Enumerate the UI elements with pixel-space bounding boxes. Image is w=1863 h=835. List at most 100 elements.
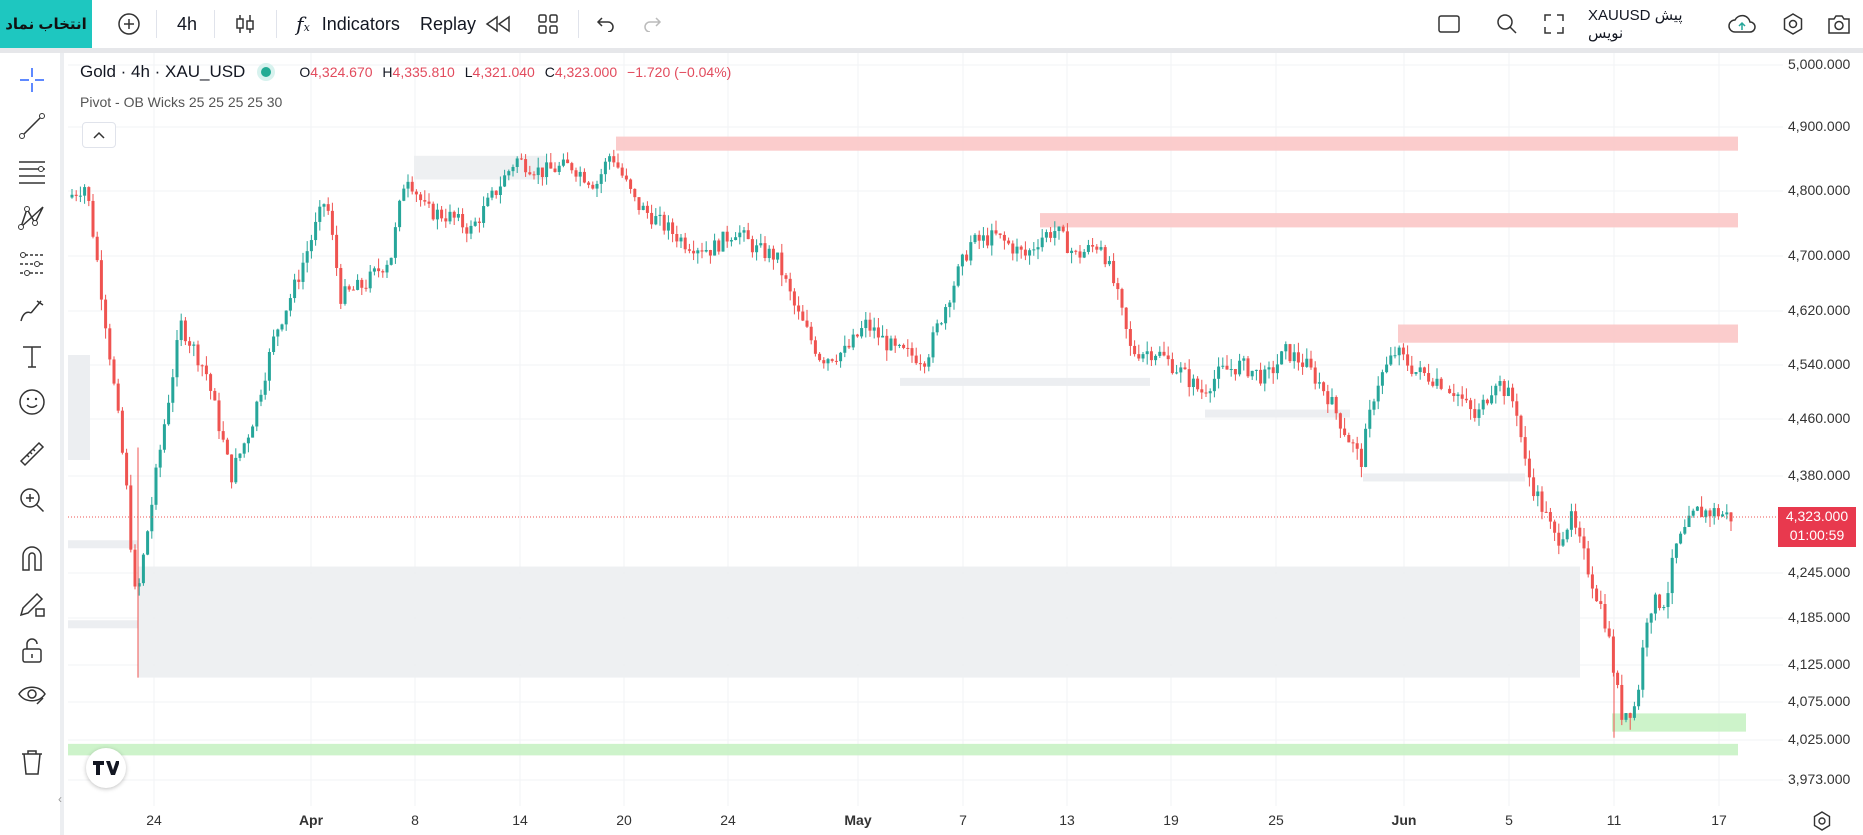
candle-body xyxy=(1107,260,1111,265)
candle-body xyxy=(763,243,767,259)
candle-body xyxy=(1099,247,1103,250)
candle-body xyxy=(423,200,427,202)
brush-tool[interactable] xyxy=(10,291,54,329)
text-tool[interactable] xyxy=(10,337,54,375)
candle-body xyxy=(141,554,145,584)
cloud-upload-icon xyxy=(1728,14,1756,33)
candle-body xyxy=(1490,395,1494,404)
redo-button[interactable] xyxy=(640,0,664,48)
candle-body xyxy=(1380,372,1384,386)
crosshair-tool[interactable] xyxy=(10,61,54,99)
chart-type-button[interactable] xyxy=(228,0,262,48)
candle-body xyxy=(330,210,334,235)
candle-body xyxy=(864,319,868,329)
market-status-dot[interactable] xyxy=(261,67,272,77)
remove-drawings-tool[interactable] xyxy=(10,743,54,781)
candle-body xyxy=(1359,448,1363,467)
lock-drawings-tool[interactable] xyxy=(10,631,54,669)
zone-demand xyxy=(1612,713,1746,732)
candle-body xyxy=(876,327,880,338)
save-cloud-button[interactable] xyxy=(1726,0,1758,48)
settings-button[interactable] xyxy=(1778,0,1808,48)
candle-body xyxy=(675,233,679,242)
time-axis[interactable] xyxy=(68,806,1863,835)
candle-body xyxy=(1196,378,1200,390)
candle-body xyxy=(839,352,843,362)
candle-body xyxy=(1494,385,1498,396)
undo-button[interactable] xyxy=(594,0,618,48)
replay-button[interactable]: Replay xyxy=(418,0,514,48)
zone-orderblock xyxy=(1363,473,1525,482)
price-axis[interactable] xyxy=(1783,53,1863,806)
layout-name-button[interactable]: XAUUSD پیش نویس xyxy=(1588,7,1683,42)
candle-body xyxy=(1141,354,1145,359)
quick-search-button[interactable] xyxy=(1494,0,1520,48)
expand-button[interactable] xyxy=(1541,0,1567,48)
prediction-tool[interactable] xyxy=(10,245,54,283)
candle-body xyxy=(1632,706,1636,718)
chart-pane[interactable] xyxy=(68,53,1783,806)
pencil-lock-icon xyxy=(19,592,45,617)
measure-tool[interactable] xyxy=(10,435,54,473)
candle-body xyxy=(1154,355,1158,361)
trend-line-tool[interactable] xyxy=(10,107,54,145)
zone-orderblock xyxy=(68,620,138,629)
fib-tool[interactable] xyxy=(10,153,54,191)
candle-body xyxy=(561,159,565,166)
magnet-tool[interactable] xyxy=(10,539,54,577)
fullscreen-toggle-button[interactable] xyxy=(1436,0,1462,48)
indicators-button[interactable]: fx Indicators xyxy=(292,0,404,48)
interval-button[interactable]: 4h xyxy=(176,13,198,34)
price-tick-label: 4,540.000 xyxy=(1788,356,1851,372)
zoom-in-icon xyxy=(20,488,45,513)
candle-body xyxy=(372,268,376,272)
candle-body xyxy=(343,286,347,304)
candle-body xyxy=(1574,511,1578,528)
candle-body xyxy=(1229,369,1233,371)
time-tick-label: 8 xyxy=(411,812,419,828)
candle-body xyxy=(246,437,250,444)
candlestick-chart[interactable] xyxy=(68,53,1783,806)
zoom-tool[interactable] xyxy=(10,481,54,519)
candle-body xyxy=(196,344,200,366)
candle-body xyxy=(591,184,595,189)
pattern-tool[interactable] xyxy=(10,199,54,237)
candle-body xyxy=(1410,365,1414,374)
candle-body xyxy=(314,221,318,241)
candle-body xyxy=(1120,289,1124,308)
candle-body xyxy=(1607,628,1611,637)
layouts-button[interactable] xyxy=(534,0,562,48)
candle-body xyxy=(1637,689,1641,707)
stay-in-drawing-mode-tool[interactable] xyxy=(10,585,54,623)
screenshot-button[interactable] xyxy=(1824,0,1854,48)
candle-body xyxy=(1032,249,1036,251)
collapse-legend-button[interactable] xyxy=(82,122,116,148)
candle-body xyxy=(1128,329,1132,346)
candle-body xyxy=(990,230,994,246)
candle-body xyxy=(1355,443,1359,449)
candle-body xyxy=(1427,373,1431,382)
zone-supply xyxy=(1040,213,1738,228)
candle-body xyxy=(1166,355,1170,360)
axis-settings-button[interactable] xyxy=(1810,809,1834,833)
emoji-tool[interactable] xyxy=(10,383,54,421)
candle-body xyxy=(834,360,838,362)
crosshair-icon xyxy=(20,68,44,92)
candle-body xyxy=(83,187,87,196)
candle-body xyxy=(494,190,498,196)
tradingview-logo[interactable] xyxy=(86,748,126,788)
sidebar-collapse-handle[interactable]: ‹ xyxy=(58,792,62,806)
indicator-legend[interactable]: Pivot - OB Wicks 25 25 25 25 30 xyxy=(80,94,283,110)
symbol-title[interactable]: Gold · 4h · XAU_USD xyxy=(80,62,246,81)
candle-body xyxy=(167,402,171,425)
symbol-search-button[interactable]: انتخاب نماد xyxy=(0,0,92,48)
candle-body xyxy=(603,161,607,175)
add-symbol-button[interactable] xyxy=(114,0,144,48)
candle-body xyxy=(629,179,633,189)
candle-body xyxy=(960,254,964,267)
candle-body xyxy=(272,336,276,353)
candle-body xyxy=(704,250,708,252)
candle-body xyxy=(1582,536,1586,549)
candle-body xyxy=(1103,247,1107,265)
hide-drawings-tool[interactable] xyxy=(10,677,54,715)
